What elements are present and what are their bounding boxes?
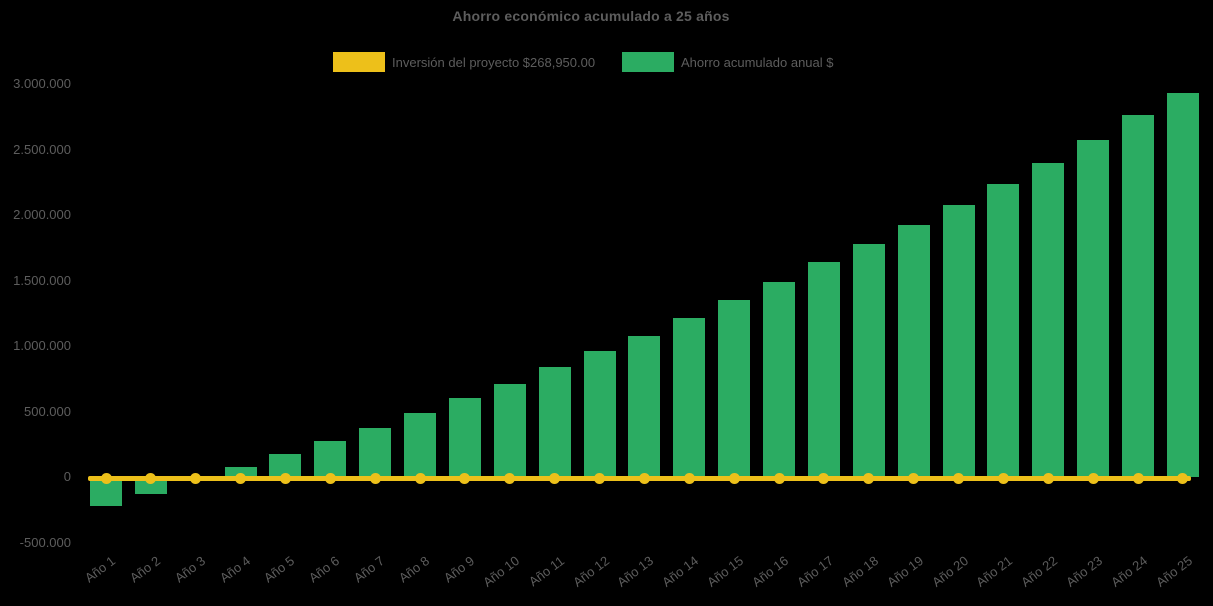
line-marker [818,473,830,485]
line-marker [638,473,650,485]
y-axis-tick-label: 0 [63,469,71,485]
legend-label-savings: Ahorro acumulado anual $ [681,54,834,70]
line-marker [1177,473,1189,485]
bar [493,383,526,478]
y-axis-tick-label: 3.000.000 [13,76,71,91]
line-marker [369,473,381,485]
line-marker [683,473,695,485]
legend-swatch-savings [622,52,674,72]
y-axis-tick-label: 1.500.000 [13,272,71,288]
line-marker [504,473,516,485]
bar [448,398,481,478]
legend-label-investment: Inversión del proyecto $268,950.00 [392,54,596,70]
bar [359,427,392,478]
bar [134,477,167,495]
legend-item-investment: Inversión del proyecto $268,950.00 [333,52,595,72]
line-marker [908,473,920,485]
legend-item-savings: Ahorro acumulado anual $ [622,52,834,72]
line-marker [1132,473,1144,485]
bar [807,261,840,478]
line-marker [459,473,471,485]
y-axis-tick-label: 1.000.000 [13,338,71,354]
bar [628,335,661,478]
bar [1077,139,1110,478]
bar [1032,162,1065,478]
line-marker [235,473,247,485]
bar [763,282,796,478]
line-marker [324,473,336,485]
bar [583,350,616,478]
legend-swatch-investment [333,52,385,72]
y-axis-tick-label: 500.000 [24,403,71,419]
line-marker [863,473,875,485]
line-marker [1087,473,1099,485]
y-axis-tick-label: -500.000 [19,535,71,550]
bar [897,224,930,478]
y-axis-tick-label: 2.500.000 [13,141,71,157]
line-marker [953,473,965,485]
bar [538,367,571,478]
chart-title: Ahorro económico acumulado a 25 años [452,8,730,24]
line-marker [145,473,157,485]
bar [1166,92,1199,478]
bar [942,204,975,478]
bar [269,453,302,478]
y-axis-tick-label: 2.000.000 [13,207,71,223]
line-marker [190,473,202,485]
line-marker [594,473,606,485]
line-marker [100,473,112,485]
bar [673,318,706,478]
line-marker [414,473,426,485]
bar [224,466,257,478]
bar [852,243,885,478]
line-marker [773,473,785,485]
line-marker [1042,473,1054,485]
bar [314,440,347,478]
bar [987,183,1020,478]
bar [718,300,751,478]
line-marker [279,473,291,485]
line-marker [997,473,1009,485]
line-marker [549,473,561,485]
line-marker [728,473,740,485]
bar [1122,114,1154,478]
bar [404,413,437,478]
